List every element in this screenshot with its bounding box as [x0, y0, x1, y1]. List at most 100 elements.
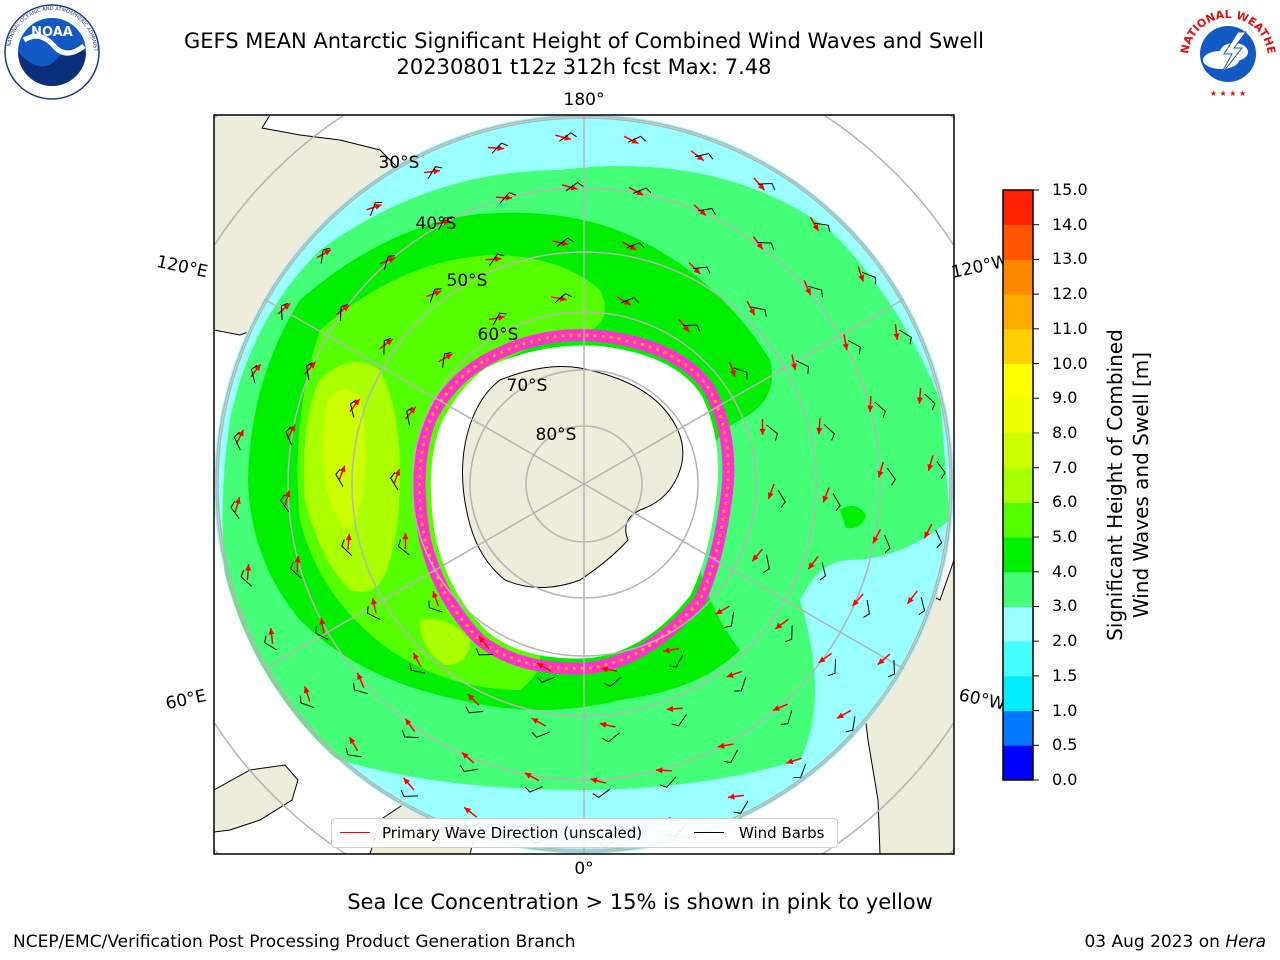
wind-barb [280, 302, 289, 320]
wave-direction-arrowhead [371, 597, 377, 605]
wave-direction-arrowhead [842, 343, 849, 351]
wave-direction-arrowhead [402, 532, 409, 540]
wind-barb [345, 747, 362, 758]
lat-label-50s: 50°S [447, 271, 488, 291]
lat-label-60s: 60°S [478, 325, 519, 345]
wind-barb [280, 494, 290, 513]
wind-barb [874, 401, 886, 419]
wind-barb [918, 596, 926, 616]
wind-barb [233, 431, 241, 451]
wave-direction-arrowhead [717, 742, 725, 749]
wave-direction-arrowhead [254, 364, 261, 372]
wind-barb [400, 789, 418, 798]
wind-barb [604, 676, 622, 687]
svg-text:★ ★ ★ ★: ★ ★ ★ ★ [1210, 89, 1246, 98]
colorbar-segment [1003, 571, 1033, 607]
wave-direction-arrowhead [818, 656, 826, 663]
wind-barb [819, 562, 827, 581]
lat-label-40s: 40°S [416, 214, 457, 234]
colorbar-segment [1003, 606, 1033, 642]
wind-barb [723, 749, 739, 763]
colorbar-segment [1003, 432, 1033, 469]
wind-barb [620, 297, 640, 304]
wave-direction-arrowhead [478, 636, 486, 644]
wind-barb [828, 659, 837, 677]
wave-direction-arrowhead [715, 608, 723, 615]
colorbar-tick-label: 1.0 [1052, 700, 1078, 720]
wind-barb [366, 606, 381, 620]
wave-direction-arrowhead [434, 290, 442, 297]
wind-barb [536, 676, 556, 683]
wave-direction-arrowhead [388, 257, 396, 263]
wave-direction-arrowhead [728, 793, 735, 800]
wind-barb [499, 192, 517, 204]
wind-barb [861, 271, 876, 285]
wave-direction-arrowhead [309, 361, 316, 369]
wind-barb [626, 242, 645, 249]
wave-direction-arrowhead [432, 591, 439, 599]
wind-barb [592, 788, 611, 798]
wind-barb [766, 424, 779, 441]
wave-direction-arrowhead [852, 599, 859, 607]
wind-barb [780, 710, 793, 725]
wind-barb [832, 493, 841, 512]
wave-direction-arrowhead [623, 299, 631, 305]
wave-direction-arrowhead [631, 137, 639, 144]
wind-barb [531, 731, 550, 738]
wind-barb [489, 253, 505, 266]
wind-barb [632, 187, 652, 194]
wave-direction-arrowhead [497, 145, 504, 152]
wave-direction-arrowhead [693, 267, 701, 275]
wave-direction-arrowhead [759, 428, 766, 436]
wave-direction-arrowhead [357, 672, 363, 680]
colorbar-tick-label: 15.0 [1052, 180, 1088, 199]
lon-label-top: 180° [564, 90, 605, 110]
footer-date: 03 Aug 2023 on Hera [1084, 932, 1266, 952]
wind-barb [290, 561, 302, 579]
wind-barb [777, 489, 786, 508]
wave-direction-arrowhead [858, 274, 865, 282]
lat-label-80s: 80°S [536, 425, 577, 445]
wind-barb [465, 706, 484, 714]
wind-barb [936, 461, 946, 479]
colorbar-title: Significant Height of Combined Wind Wave… [1103, 329, 1153, 641]
noaa-logo: NOAA NATIONAL OCEANIC AND ATMOSPHERIC AD… [0, 2, 100, 100]
wind-barb [524, 786, 544, 793]
wind-barb [491, 142, 509, 154]
wind-barb [784, 625, 793, 643]
wave-direction-arrowhead [822, 495, 829, 503]
wave-direction-arrowhead [531, 718, 539, 724]
wind-barb [460, 765, 479, 773]
wind-barb [428, 600, 443, 613]
wave-direction-arrowhead [237, 429, 244, 437]
forecast-subtitle: 20230801 t12z 312h fcst Max: 7.48 [396, 55, 772, 79]
wind-barb [437, 217, 453, 231]
wave-direction-arrowhead [872, 536, 879, 544]
wind-barb [315, 625, 329, 641]
wind-barb [320, 247, 331, 264]
colorbar-tick-label: 9.0 [1052, 388, 1078, 408]
wind-barb [734, 677, 747, 692]
wave-direction-arrowhead [443, 219, 451, 226]
wave-direction-arrowhead [812, 224, 819, 232]
colorbar-tick-label: 4.0 [1052, 561, 1078, 581]
wind-barb [669, 654, 684, 668]
wind-barb [733, 801, 749, 814]
wave-direction-arrowhead [461, 752, 469, 759]
wind-barb [264, 635, 277, 651]
colorbar-segment [1003, 467, 1033, 503]
wind-barb [559, 132, 577, 142]
wind-barb [383, 255, 396, 270]
wind-barb [554, 293, 572, 304]
wave-direction-arrowhead [342, 305, 350, 312]
colorbar-tick-label: 13.0 [1052, 249, 1088, 269]
wave-direction-arrowhead [294, 555, 301, 563]
lon-label-lower-left: 60°E [164, 686, 208, 714]
colorbar-segment [1003, 641, 1033, 677]
wave-direction-arrowhead [699, 209, 707, 216]
wave-direction-arrowhead [374, 203, 382, 210]
wave-direction-arrowhead [629, 244, 637, 250]
wave-direction-arrowhead [696, 154, 704, 161]
wind-barb [924, 393, 936, 411]
wave-direction-arrowhead [907, 596, 914, 604]
